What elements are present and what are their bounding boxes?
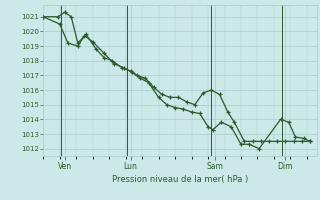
- X-axis label: Pression niveau de la mer( hPa ): Pression niveau de la mer( hPa ): [112, 175, 248, 184]
